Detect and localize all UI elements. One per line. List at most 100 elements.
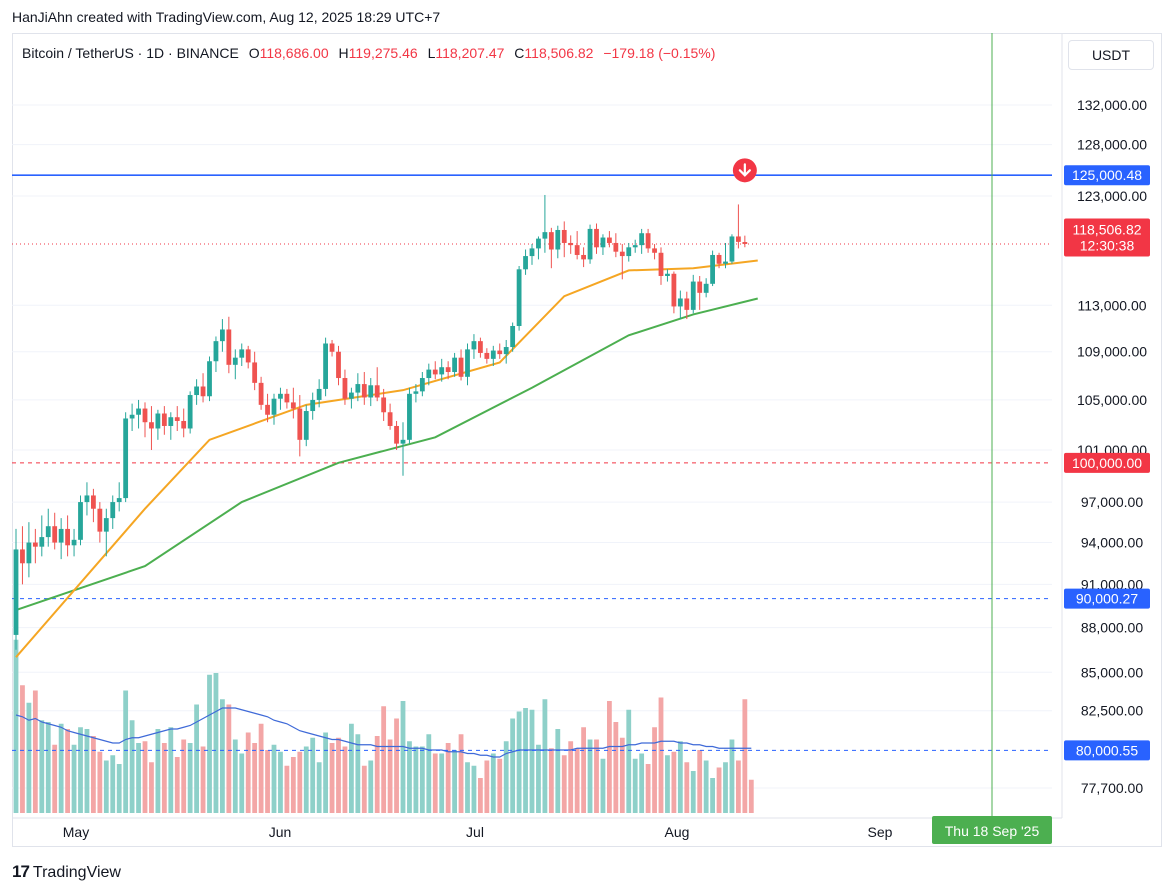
price-tick-label: 97,000.00 — [1081, 494, 1143, 510]
volume-bar — [245, 732, 251, 813]
candle — [310, 392, 316, 420]
candle — [239, 343, 245, 367]
ma-slow-line — [15, 297, 758, 612]
volume-bar — [71, 744, 77, 813]
candle — [607, 231, 612, 248]
candle — [39, 515, 45, 557]
countdown-label: 12:30:38 — [1080, 237, 1135, 253]
candle-body — [207, 361, 212, 397]
volume-ma-layer — [15, 707, 752, 758]
volume-bar — [407, 741, 412, 813]
candle-body — [174, 417, 180, 421]
candle — [613, 233, 619, 258]
candle — [52, 512, 58, 550]
price-tick-label: 94,000.00 — [1081, 535, 1143, 551]
candle-body — [58, 528, 64, 543]
volume-bar — [226, 704, 232, 813]
candle — [639, 228, 645, 254]
volume-bar — [161, 743, 167, 813]
candle-body — [445, 367, 451, 373]
volume-bar — [677, 741, 683, 813]
candle — [510, 322, 516, 352]
volume-bar — [419, 746, 425, 813]
volume-bar — [155, 729, 161, 813]
change-value: −179.18 (−0.15%) — [603, 45, 716, 61]
candle — [658, 247, 664, 285]
candle-body — [497, 350, 503, 355]
price-tick-label: 132,000.00 — [1077, 97, 1147, 113]
time-tick-label: May — [63, 824, 89, 840]
symbol-legend[interactable]: Bitcoin / TetherUS · 1D · BINANCE O118,6… — [22, 45, 715, 61]
candle-body — [278, 393, 283, 399]
candle-body — [374, 385, 380, 398]
open-label: O — [248, 45, 260, 61]
candle — [452, 352, 457, 377]
candle — [677, 290, 683, 320]
volume-bar — [290, 757, 296, 813]
candle-body — [716, 254, 722, 264]
candle-body — [516, 269, 522, 326]
volume-bar — [310, 737, 316, 813]
candle-body — [220, 329, 225, 342]
volume-bar — [684, 762, 690, 813]
candle-body — [658, 252, 664, 276]
candle — [58, 518, 64, 560]
volume-bar — [13, 639, 19, 813]
candle — [690, 274, 696, 314]
candle-body — [161, 413, 167, 426]
candle-body — [555, 229, 561, 250]
price-level-badge-label: 90,000.27 — [1076, 591, 1138, 607]
candle — [252, 351, 258, 391]
candle — [123, 412, 129, 503]
candle-body — [336, 351, 341, 379]
volume-bar — [574, 748, 580, 813]
candle — [136, 399, 141, 429]
volume-bar — [671, 751, 677, 813]
candle-body — [355, 384, 361, 393]
candle — [645, 228, 651, 253]
candle-body — [342, 378, 348, 399]
volume-bar — [665, 755, 670, 813]
candle-body — [200, 386, 206, 397]
open-value: 118,686.00 — [259, 45, 329, 61]
candle — [445, 361, 451, 380]
candle-body — [665, 273, 670, 276]
candle-body — [103, 518, 109, 532]
price-chart[interactable]: 132,000.00 128,000.00 123,000.00 113,000.00… — [12, 33, 1162, 847]
candle-body — [213, 341, 219, 362]
tradingview-footer[interactable]: 17 TradingView — [12, 862, 121, 882]
candle — [536, 236, 541, 260]
volume-bar — [361, 765, 367, 813]
chart-frame — [12, 33, 1162, 847]
candle-body — [632, 245, 638, 248]
price-levels-layer — [12, 33, 1052, 818]
candle-body — [187, 395, 193, 429]
candle — [503, 339, 509, 364]
candle — [26, 522, 32, 578]
candle-body — [677, 298, 683, 307]
candle — [432, 361, 438, 380]
volume-bar — [349, 723, 354, 813]
candle — [20, 526, 25, 585]
candle — [78, 495, 83, 546]
candle — [161, 406, 167, 435]
price-level-badge-bg — [1064, 740, 1150, 761]
candle — [394, 420, 399, 450]
candle-body — [458, 357, 464, 377]
candle — [103, 508, 109, 557]
candle-body — [542, 232, 548, 239]
candle-body — [290, 402, 296, 409]
price-level-badge: 125,000.48 — [1064, 165, 1150, 186]
candle — [478, 337, 483, 358]
currency-button[interactable]: USDT — [1068, 40, 1154, 70]
candle — [65, 515, 70, 557]
candle-body — [316, 388, 322, 400]
volume-bar — [116, 764, 122, 813]
candle-body — [742, 242, 748, 244]
candle-body — [478, 341, 483, 353]
volume-bar — [142, 741, 148, 813]
volume-bar — [278, 751, 283, 813]
candle — [626, 242, 632, 262]
candle — [387, 403, 393, 430]
candle — [742, 235, 748, 248]
